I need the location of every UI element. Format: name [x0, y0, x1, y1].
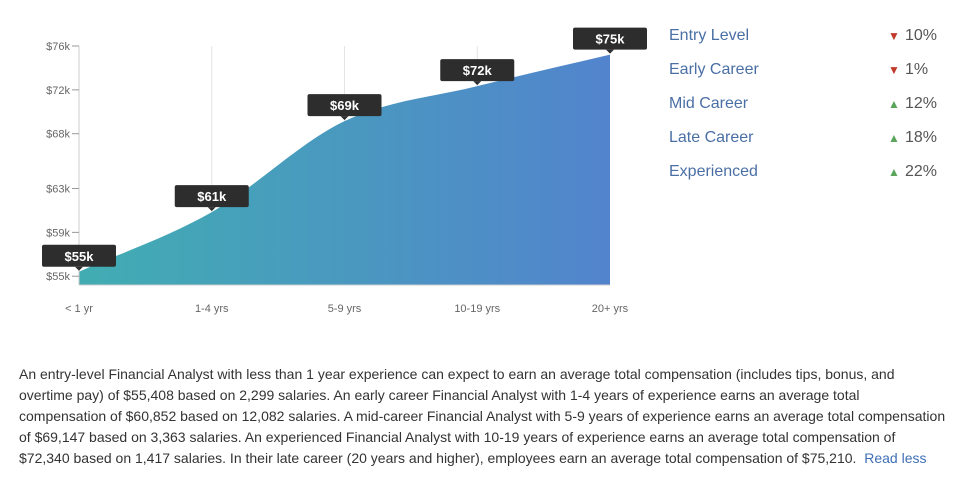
- legend-item-change: ▲ 22%: [888, 160, 937, 184]
- salary-summary: An entry-level Financial Analyst with le…: [19, 364, 949, 469]
- data-label-pointer: [340, 116, 349, 121]
- data-label-box: [42, 244, 116, 267]
- legend-item-percent: 12%: [905, 95, 938, 112]
- legend-item-name: Late Career: [669, 129, 754, 146]
- legend-item-change: ▲ 18%: [888, 126, 937, 150]
- data-label-value: $61k: [197, 189, 227, 204]
- legend-item-percent: 22%: [905, 163, 938, 180]
- data-label-value: $69k: [330, 98, 360, 113]
- triangle-down-icon: ▼: [888, 29, 900, 43]
- y-tick-label: $68k: [46, 129, 70, 141]
- legend-item-change: ▼ 10%: [888, 24, 937, 48]
- data-label: $61k: [174, 185, 249, 212]
- triangle-up-icon: ▲: [888, 97, 900, 111]
- triangle-down-icon: ▼: [888, 63, 900, 77]
- x-tick-label: 20+ yrs: [592, 303, 629, 315]
- y-axis-ticks: $55k $59k $63k $68k $72k $76k: [46, 41, 79, 283]
- read-less-link[interactable]: Read less: [864, 450, 927, 466]
- y-tick-label: $72k: [46, 85, 70, 97]
- legend-item-change: ▼ 1%: [888, 58, 928, 82]
- y-tick-label: $63k: [46, 184, 70, 196]
- legend-item: Entry Level ▼ 10%: [669, 24, 944, 58]
- legend-item-name: Entry Level: [669, 27, 750, 44]
- data-label: $75k: [573, 27, 647, 54]
- data-label-value: $55k: [65, 249, 95, 264]
- data-label: $72k: [440, 59, 515, 86]
- legend-item-percent: 10%: [905, 27, 938, 44]
- data-label-value: $75k: [596, 32, 626, 47]
- legend-item: Late Career ▲ 18%: [669, 126, 944, 160]
- legend-item-name: Mid Career: [669, 95, 749, 112]
- salary-area-chart: $55k $59k $63k $68k $72k $76k < 1 yr 1-4 yrs 5-…: [42, 27, 647, 315]
- data-labels: $55k $61k $69k $72k $75k: [42, 27, 647, 271]
- x-tick-label: 1-4 yrs: [195, 303, 229, 315]
- data-label-pointer: [606, 49, 614, 54]
- legend-item-name: Early Career: [669, 61, 759, 78]
- x-tick-label: 5-9 yrs: [328, 303, 362, 315]
- legend-item: Experienced ▲ 22%: [669, 160, 944, 194]
- area-series: [79, 54, 610, 285]
- data-label-box: [573, 27, 647, 50]
- data-label-pointer: [473, 81, 482, 86]
- data-label: $69k: [307, 94, 382, 121]
- data-label-box: [440, 59, 515, 82]
- legend-item-name: Experienced: [669, 163, 758, 180]
- data-label-box: [307, 94, 382, 117]
- x-axis-ticks: < 1 yr 1-4 yrs 5-9 yrs 10-19 yrs 20+ yrs: [65, 303, 629, 315]
- y-tick-label: $59k: [46, 227, 70, 239]
- y-tick-label: $55k: [46, 271, 70, 283]
- data-label-value: $72k: [463, 63, 493, 78]
- triangle-up-icon: ▲: [888, 165, 900, 179]
- data-label: $55k: [42, 244, 116, 271]
- data-label-box: [174, 185, 249, 208]
- triangle-up-icon: ▲: [888, 131, 900, 145]
- data-label-pointer: [75, 266, 83, 271]
- y-tick-label: $76k: [46, 41, 70, 53]
- legend-item: Early Career ▼ 1%: [669, 58, 944, 92]
- legend-item-percent: 18%: [905, 129, 938, 146]
- legend-item: Mid Career ▲ 12%: [669, 92, 944, 126]
- x-tick-label: < 1 yr: [65, 303, 93, 315]
- data-label-pointer: [207, 207, 216, 212]
- legend-item-percent: 1%: [905, 61, 929, 78]
- summary-text: An entry-level Financial Analyst with le…: [19, 366, 946, 466]
- career-legend: Entry Level ▼ 10% Early Career ▼ 1% Mid Ca…: [669, 24, 944, 194]
- legend-item-change: ▲ 12%: [888, 92, 937, 116]
- x-tick-label: 10-19 yrs: [454, 303, 500, 315]
